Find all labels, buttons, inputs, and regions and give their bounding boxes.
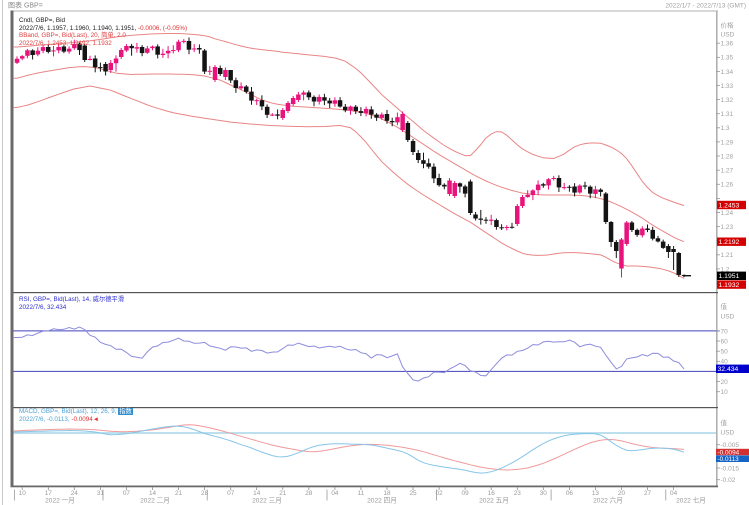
svg-text:25: 25 — [409, 490, 417, 497]
svg-text:1.1951: 1.1951 — [719, 273, 740, 280]
svg-text:04: 04 — [331, 490, 339, 497]
svg-text:32.434: 32.434 — [718, 366, 739, 373]
svg-text:2022 七月: 2022 七月 — [676, 496, 706, 505]
svg-text:2022 二月: 2022 二月 — [140, 497, 170, 505]
svg-text:07: 07 — [227, 490, 235, 497]
svg-text:28: 28 — [201, 490, 209, 497]
svg-text:30: 30 — [540, 490, 548, 497]
svg-text:值: 值 — [721, 302, 728, 311]
svg-text:09: 09 — [462, 490, 470, 497]
svg-text:1.3: 1.3 — [721, 125, 730, 132]
svg-text:17: 17 — [45, 490, 53, 497]
svg-text:USD: USD — [721, 430, 735, 437]
svg-text:2022 一月: 2022 一月 — [45, 497, 75, 505]
svg-text:-0.015: -0.015 — [721, 465, 740, 472]
svg-text:23: 23 — [514, 490, 522, 497]
svg-text:1.26: 1.26 — [721, 182, 734, 189]
svg-text:2022 四月: 2022 四月 — [367, 497, 397, 505]
svg-text:21: 21 — [175, 490, 183, 497]
svg-text:-0.02: -0.02 — [721, 477, 736, 484]
svg-text:11: 11 — [358, 490, 365, 497]
svg-text:02: 02 — [436, 490, 444, 497]
svg-text:-0.005: -0.005 — [721, 442, 740, 449]
svg-text:06: 06 — [566, 490, 574, 497]
svg-text:-0.0094: -0.0094 — [718, 449, 740, 456]
svg-text:13: 13 — [592, 490, 600, 497]
svg-text:2022/1/7 - 2022/7/13 (GMT): 2022/1/7 - 2022/7/13 (GMT) — [665, 3, 746, 10]
svg-text:2022 五月: 2022 五月 — [479, 497, 509, 505]
svg-text:1.35: 1.35 — [721, 55, 734, 62]
svg-text:24: 24 — [71, 490, 79, 497]
svg-text:27: 27 — [644, 490, 652, 497]
svg-text:20: 20 — [721, 379, 729, 386]
svg-text:图表 GBP=: 图表 GBP= — [8, 1, 43, 10]
svg-text:1.29: 1.29 — [721, 139, 734, 146]
svg-text:价格: 价格 — [721, 21, 735, 30]
svg-text:20: 20 — [618, 490, 626, 497]
svg-text:2022 六月: 2022 六月 — [593, 496, 623, 505]
svg-text:18: 18 — [383, 490, 391, 497]
svg-text:70: 70 — [721, 328, 729, 335]
svg-text:1.21: 1.21 — [721, 252, 734, 259]
svg-text:1.2453: 1.2453 — [719, 202, 740, 209]
svg-text:1.24: 1.24 — [721, 210, 734, 217]
svg-text:1.34: 1.34 — [721, 69, 734, 76]
svg-text:1.32: 1.32 — [721, 97, 734, 104]
svg-text:14: 14 — [149, 490, 157, 497]
svg-text:1.33: 1.33 — [721, 83, 734, 90]
svg-text:1.36: 1.36 — [721, 41, 734, 48]
svg-text:1.31: 1.31 — [721, 111, 734, 118]
svg-text:1.23: 1.23 — [721, 224, 734, 231]
svg-text:1.1932: 1.1932 — [719, 282, 740, 289]
svg-text:-0.0113: -0.0113 — [718, 456, 740, 463]
svg-text:10: 10 — [19, 490, 27, 497]
svg-text:21: 21 — [279, 490, 287, 497]
svg-text:1.2192: 1.2192 — [719, 239, 740, 246]
svg-text:50: 50 — [721, 349, 729, 356]
svg-text:2022 三月: 2022 三月 — [252, 497, 282, 505]
svg-text:07: 07 — [123, 490, 131, 497]
svg-text:60: 60 — [721, 338, 729, 345]
svg-text:值: 值 — [721, 418, 728, 427]
svg-text:1.2: 1.2 — [721, 266, 730, 273]
svg-text:31: 31 — [97, 490, 105, 497]
svg-text:1.28: 1.28 — [721, 153, 734, 160]
svg-text:16: 16 — [488, 490, 496, 497]
svg-text:1.27: 1.27 — [721, 168, 734, 175]
svg-text:14: 14 — [253, 490, 261, 497]
svg-text:USD: USD — [721, 32, 735, 39]
svg-text:10: 10 — [721, 389, 729, 396]
svg-text:04: 04 — [670, 490, 678, 497]
svg-text:USD: USD — [721, 314, 735, 321]
svg-text:28: 28 — [305, 490, 313, 497]
svg-text:40: 40 — [721, 359, 729, 366]
